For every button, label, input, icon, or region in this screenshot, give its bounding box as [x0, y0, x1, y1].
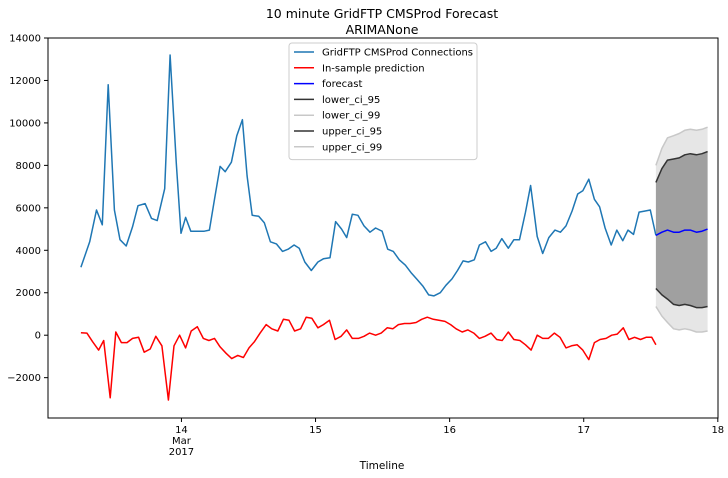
y-tick-label-1: 0: [35, 331, 41, 342]
x-axis-label: Timeline: [359, 460, 405, 472]
confidence-bands: [655, 127, 708, 332]
legend-label-0: GridFTP CMSProd Connections: [322, 48, 473, 59]
x-sublabel-1: 2017: [169, 447, 194, 458]
legend-label-1: In-sample prediction: [322, 63, 425, 74]
x-tick-label-2: 16: [443, 425, 456, 436]
x-tick-label-1: 15: [309, 425, 322, 436]
series-lines: [80, 54, 708, 401]
legend-label-5: upper_ci_95: [322, 127, 382, 138]
legend-entries: GridFTP CMSProd Connections In-sample pre…: [294, 48, 473, 153]
legend-label-4: lower_ci_99: [322, 111, 380, 122]
y-tick-label-4: 6000: [16, 203, 41, 214]
series-line-3: [655, 287, 708, 309]
series-line-6: [655, 126, 708, 166]
y-tick-label-3: 4000: [16, 246, 41, 257]
x-tick-label-3: 17: [577, 425, 590, 436]
legend-frame: [288, 42, 478, 161]
chart-title: 10 minute GridFTP CMSProd Forecast: [266, 6, 498, 21]
legend: GridFTP CMSProd Connections In-sample pre…: [288, 42, 478, 161]
y-tick-label-0: −2000: [7, 373, 41, 384]
legend-label-6: upper_ci_99: [322, 142, 382, 153]
y-tick-label-5: 8000: [16, 161, 41, 172]
series-line-4: [655, 306, 708, 333]
chart-subtitle: ARIMANone: [346, 22, 419, 37]
y-tick-label-8: 14000: [9, 34, 41, 45]
x-tick-label-4: 18: [711, 425, 724, 436]
x-sublabel-0: Mar: [172, 436, 192, 447]
x-tick-label-0: 14: [175, 425, 188, 436]
legend-label-3: lower_ci_95: [322, 95, 380, 106]
band-1: [655, 151, 708, 308]
series-line-1: [80, 316, 657, 401]
y-tick-label-6: 10000: [9, 118, 41, 129]
y-tick-label-2: 2000: [16, 288, 41, 299]
plot-frame: [47, 37, 719, 419]
y-axis: −2000 0 2000 4000 6000 8000 10000 12000 14000: [7, 34, 48, 384]
series-line-2: [655, 228, 708, 237]
legend-label-2: forecast: [322, 79, 363, 90]
series-line-5: [655, 150, 708, 183]
series-line-0: [80, 54, 657, 297]
y-tick-label-7: 12000: [9, 76, 41, 87]
